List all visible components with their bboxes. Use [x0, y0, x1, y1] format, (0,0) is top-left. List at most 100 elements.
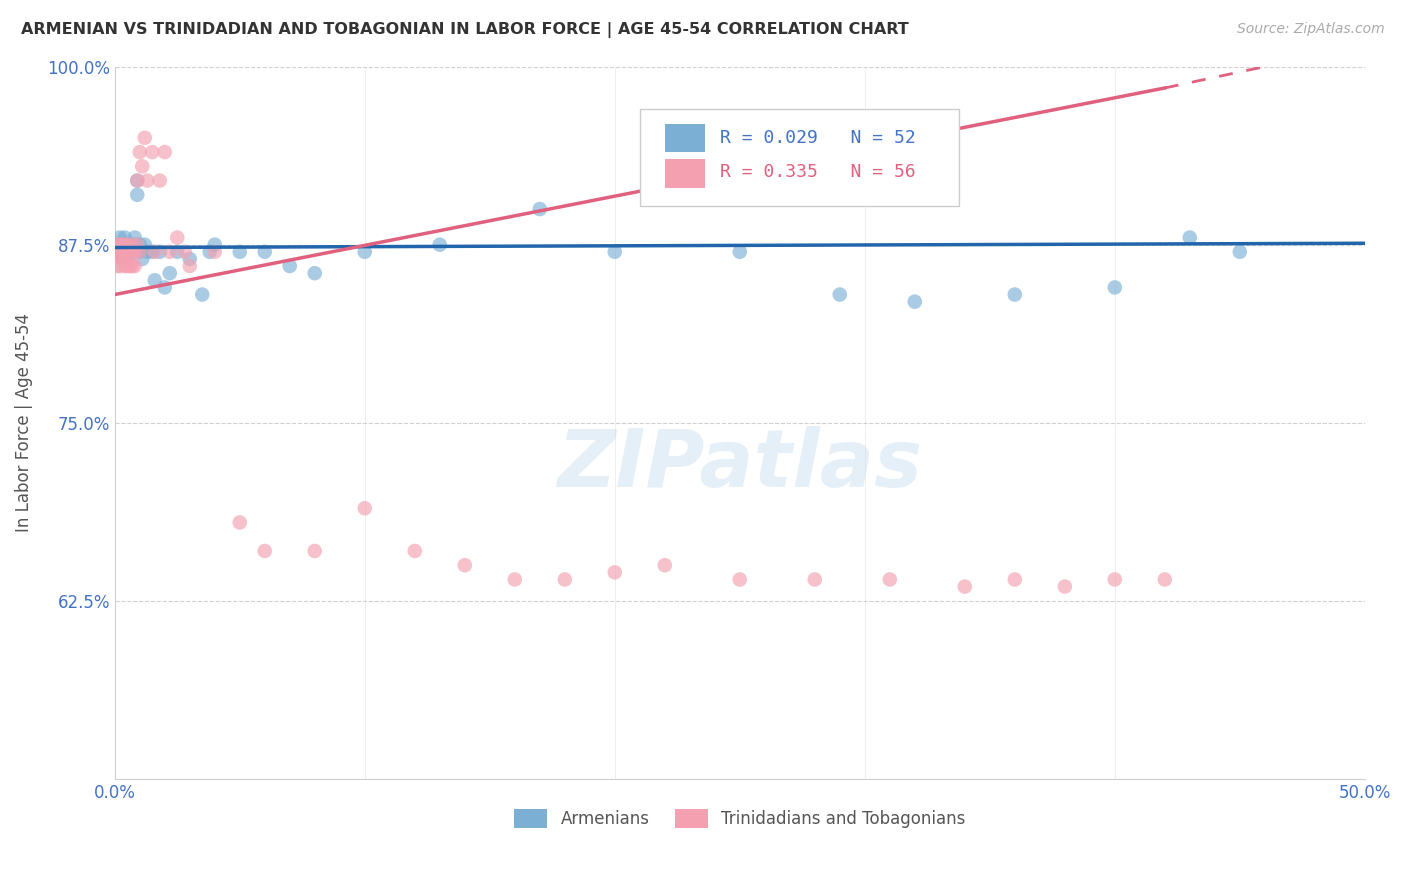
Point	[173, 244, 195, 259]
Point	[1104, 573, 1126, 587]
Point	[804, 573, 827, 587]
Point	[105, 237, 128, 252]
Point	[153, 145, 176, 159]
Y-axis label: In Labor Force | Age 45-54: In Labor Force | Age 45-54	[15, 313, 32, 533]
Point	[136, 173, 159, 187]
Text: R = 0.335   N = 56: R = 0.335 N = 56	[720, 163, 915, 181]
Point	[108, 237, 131, 252]
Point	[159, 266, 181, 280]
Point	[204, 244, 226, 259]
Point	[114, 259, 136, 273]
Point	[105, 259, 128, 273]
Point	[118, 237, 141, 252]
Point	[117, 237, 139, 252]
Point	[1229, 244, 1251, 259]
Point	[654, 558, 676, 573]
Point	[128, 244, 150, 259]
Point	[149, 244, 172, 259]
Point	[124, 230, 146, 244]
Point	[111, 244, 134, 259]
Point	[166, 230, 188, 244]
Point	[1004, 287, 1026, 301]
Point	[1104, 280, 1126, 294]
Legend: Armenians, Trinidadians and Tobagonians: Armenians, Trinidadians and Tobagonians	[508, 802, 973, 835]
Point	[1153, 573, 1175, 587]
Point	[179, 252, 201, 266]
Point	[136, 244, 159, 259]
Point	[124, 237, 146, 252]
Point	[304, 266, 326, 280]
Point	[454, 558, 477, 573]
FancyBboxPatch shape	[665, 124, 704, 152]
Point	[141, 244, 163, 259]
Point	[121, 244, 143, 259]
Point	[118, 244, 141, 259]
Point	[117, 252, 139, 266]
Point	[728, 573, 751, 587]
Point	[114, 237, 136, 252]
Point	[121, 244, 143, 259]
Point	[124, 259, 146, 273]
Point	[134, 131, 156, 145]
Point	[121, 237, 143, 252]
Point	[304, 544, 326, 558]
Point	[179, 259, 201, 273]
Point	[118, 244, 141, 259]
Point	[198, 244, 221, 259]
Point	[114, 230, 136, 244]
Point	[229, 244, 252, 259]
Point	[124, 244, 146, 259]
Point	[603, 244, 626, 259]
Point	[111, 244, 134, 259]
Text: ARMENIAN VS TRINIDADIAN AND TOBAGONIAN IN LABOR FORCE | AGE 45-54 CORRELATION CH: ARMENIAN VS TRINIDADIAN AND TOBAGONIAN I…	[21, 22, 908, 38]
Point	[253, 544, 276, 558]
Point	[503, 573, 526, 587]
Point	[153, 280, 176, 294]
Point	[117, 252, 139, 266]
Point	[1178, 230, 1201, 244]
Point	[143, 273, 166, 287]
Point	[114, 237, 136, 252]
Point	[131, 159, 153, 173]
Point	[603, 566, 626, 580]
Point	[134, 237, 156, 252]
Point	[131, 252, 153, 266]
Point	[108, 237, 131, 252]
Point	[108, 244, 131, 259]
Point	[828, 287, 851, 301]
Point	[127, 187, 149, 202]
Point	[111, 237, 134, 252]
Point	[108, 259, 131, 273]
Point	[121, 237, 143, 252]
FancyBboxPatch shape	[640, 110, 959, 205]
Point	[204, 237, 226, 252]
Point	[128, 145, 150, 159]
Point	[253, 244, 276, 259]
Point	[105, 244, 128, 259]
Point	[121, 259, 143, 273]
Point	[229, 516, 252, 530]
Point	[118, 259, 141, 273]
Point	[127, 173, 149, 187]
Point	[108, 244, 131, 259]
Point	[191, 287, 214, 301]
Point	[879, 573, 901, 587]
Point	[159, 244, 181, 259]
Point	[105, 237, 128, 252]
Point	[114, 244, 136, 259]
Point	[141, 145, 163, 159]
Point	[429, 237, 451, 252]
Point	[143, 244, 166, 259]
Point	[108, 230, 131, 244]
Point	[278, 259, 301, 273]
Point	[904, 294, 927, 309]
Point	[404, 544, 426, 558]
Point	[149, 173, 172, 187]
Text: R = 0.029   N = 52: R = 0.029 N = 52	[720, 128, 915, 147]
Point	[128, 244, 150, 259]
Point	[111, 237, 134, 252]
Point	[529, 202, 551, 216]
Point	[554, 573, 576, 587]
Point	[111, 252, 134, 266]
Point	[353, 244, 375, 259]
